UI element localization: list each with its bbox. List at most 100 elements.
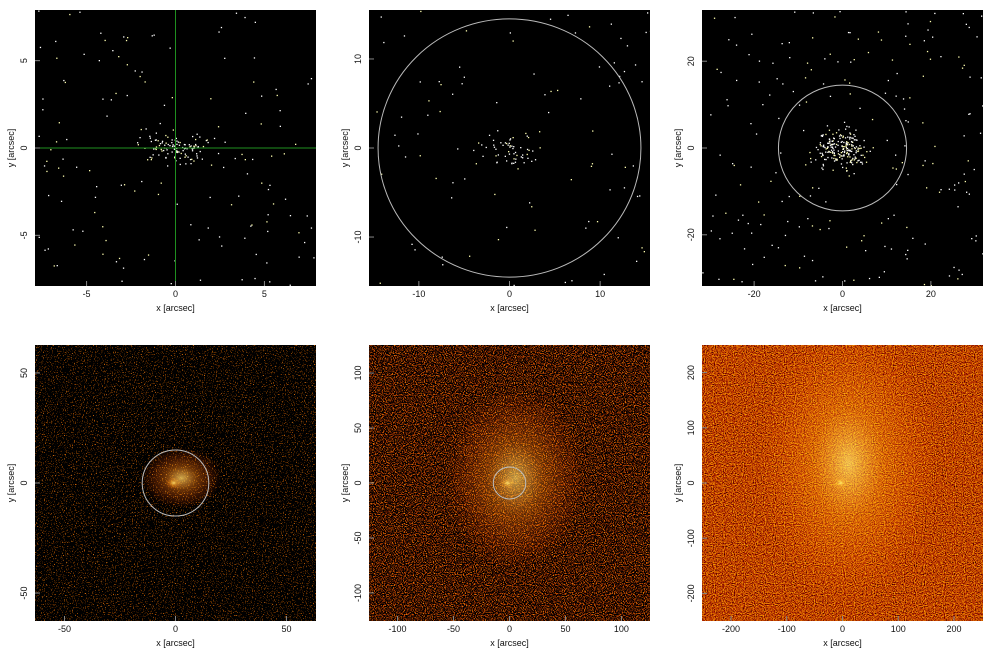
event: [966, 191, 968, 193]
event: [140, 128, 142, 131]
event: [859, 147, 861, 150]
event: [850, 61, 852, 63]
event: [38, 10, 40, 12]
event: [798, 226, 800, 228]
event: [241, 153, 243, 156]
event: [550, 90, 552, 93]
event: [588, 26, 591, 28]
event: [202, 145, 205, 148]
event: [251, 224, 253, 226]
event: [516, 154, 518, 157]
event: [758, 60, 761, 62]
event: [55, 141, 58, 143]
event: [72, 229, 74, 231]
event: [837, 140, 839, 143]
event: [69, 13, 71, 16]
event: [520, 156, 522, 158]
event: [836, 158, 838, 160]
event: [809, 195, 812, 197]
event: [922, 122, 924, 124]
event: [254, 21, 256, 23]
event: [161, 142, 163, 144]
y-axis-label: y [arcsec]: [340, 464, 350, 503]
event: [912, 237, 914, 239]
event: [210, 98, 212, 100]
event: [929, 20, 932, 23]
event: [522, 157, 524, 159]
image: [702, 10, 983, 286]
event: [751, 33, 753, 35]
event: [856, 161, 858, 164]
event: [46, 170, 48, 173]
event: [196, 133, 198, 135]
event: [843, 154, 845, 156]
event: [195, 145, 197, 147]
event: [261, 95, 263, 97]
event: [94, 211, 96, 214]
event: [313, 257, 315, 259]
event: [833, 137, 835, 139]
event: [481, 144, 483, 146]
event: [253, 81, 255, 83]
panel: -5 0 5 -5 0 5 x [arcsec] y [arcsec]: [6, 10, 316, 313]
event: [854, 158, 856, 160]
event: [853, 139, 855, 141]
event: [167, 165, 169, 167]
y-tick-label: 100: [686, 420, 696, 435]
event: [261, 182, 263, 184]
event: [514, 161, 517, 163]
x-axis-label: x [arcsec]: [490, 303, 529, 313]
event: [981, 15, 983, 17]
event: [636, 260, 638, 262]
event: [187, 156, 189, 158]
event: [534, 159, 537, 161]
event: [833, 143, 836, 145]
event: [968, 113, 970, 115]
event: [798, 104, 801, 106]
event: [567, 14, 569, 16]
event: [461, 83, 463, 85]
event: [230, 204, 233, 206]
event: [839, 11, 841, 13]
event: [878, 276, 880, 278]
event: [465, 30, 468, 32]
event: [380, 16, 382, 18]
event: [58, 122, 60, 124]
event: [725, 212, 727, 214]
event: [38, 135, 40, 137]
event: [98, 60, 100, 62]
event: [112, 50, 114, 52]
event: [141, 180, 143, 183]
event: [842, 146, 844, 148]
event: [411, 243, 413, 245]
event: [832, 147, 834, 150]
event: [866, 151, 868, 153]
event: [833, 157, 835, 160]
event: [872, 147, 874, 149]
event: [820, 135, 822, 137]
event: [43, 165, 46, 167]
event: [89, 170, 91, 172]
event: [854, 135, 856, 137]
event: [836, 159, 838, 161]
event: [158, 154, 160, 156]
event: [266, 262, 268, 264]
event: [895, 168, 897, 170]
event: [62, 175, 65, 177]
event: [139, 75, 141, 78]
event: [982, 105, 983, 107]
event: [842, 136, 844, 139]
aperture-circle: [141, 449, 210, 517]
event: [811, 225, 814, 227]
event: [47, 248, 49, 250]
event: [155, 148, 157, 151]
event: [439, 110, 441, 113]
event: [837, 150, 839, 152]
event: [834, 146, 837, 148]
event: [849, 138, 851, 140]
event: [799, 267, 801, 269]
event: [497, 154, 499, 156]
event: [50, 149, 52, 151]
event: [794, 11, 796, 13]
event: [710, 230, 712, 232]
